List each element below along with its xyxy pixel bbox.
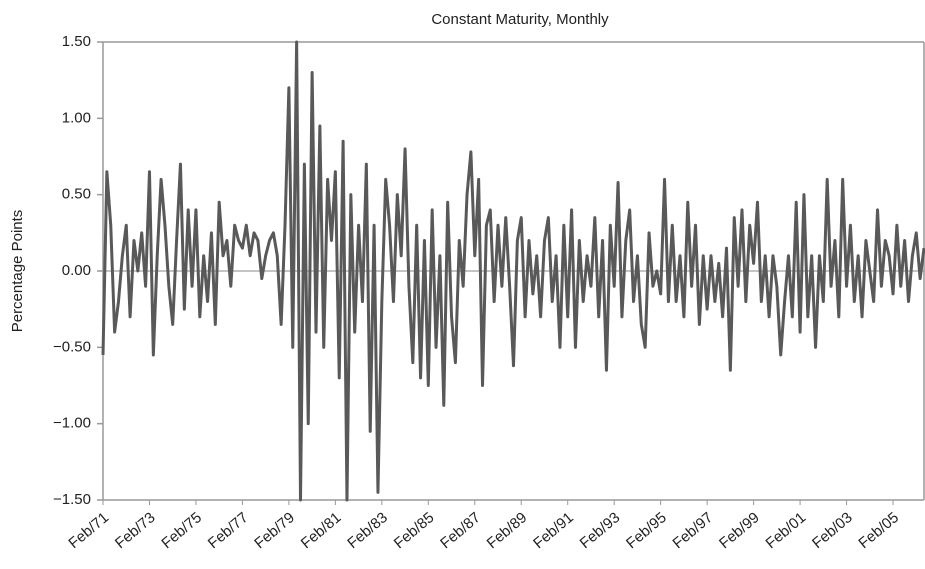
x-tick-label: Feb/71	[65, 509, 112, 552]
x-tick-label: Feb/93	[577, 509, 624, 552]
x-tick-label: Feb/91	[530, 509, 577, 552]
x-tick-label: Feb/75	[158, 509, 205, 552]
y-tick-label: 1.50	[62, 33, 91, 50]
x-tick-label: Feb/03	[809, 509, 856, 552]
x-tick-label: Feb/99	[716, 509, 763, 552]
x-tick-label: Feb/77	[205, 509, 252, 552]
x-tick-label: Feb/87	[437, 509, 484, 552]
x-tick-label: Feb/83	[344, 509, 391, 552]
x-tick-label: Feb/97	[670, 509, 717, 552]
x-tick-label: Feb/95	[623, 509, 670, 552]
y-tick-label: −0.50	[53, 338, 91, 355]
chart-title: Constant Maturity, Monthly	[431, 11, 609, 28]
data-line	[101, 40, 925, 502]
y-tick-label: −1.00	[53, 415, 91, 432]
x-tick-label: Feb/05	[855, 509, 902, 552]
y-tick-label: 0.00	[62, 262, 91, 279]
y-axis-label: Percentage Points	[9, 210, 26, 333]
y-tick-label: −1.50	[53, 491, 91, 508]
x-tick-label: Feb/89	[484, 509, 531, 552]
x-tick-label: Feb/01	[762, 509, 809, 552]
y-tick-label: 0.50	[62, 186, 91, 203]
y-tick-label: 1.00	[62, 109, 91, 126]
x-tick-label: Feb/79	[251, 509, 298, 552]
x-tick-label: Feb/85	[391, 509, 438, 552]
x-tick-label: Feb/73	[112, 509, 159, 552]
x-tick-label: Feb/81	[298, 509, 345, 552]
